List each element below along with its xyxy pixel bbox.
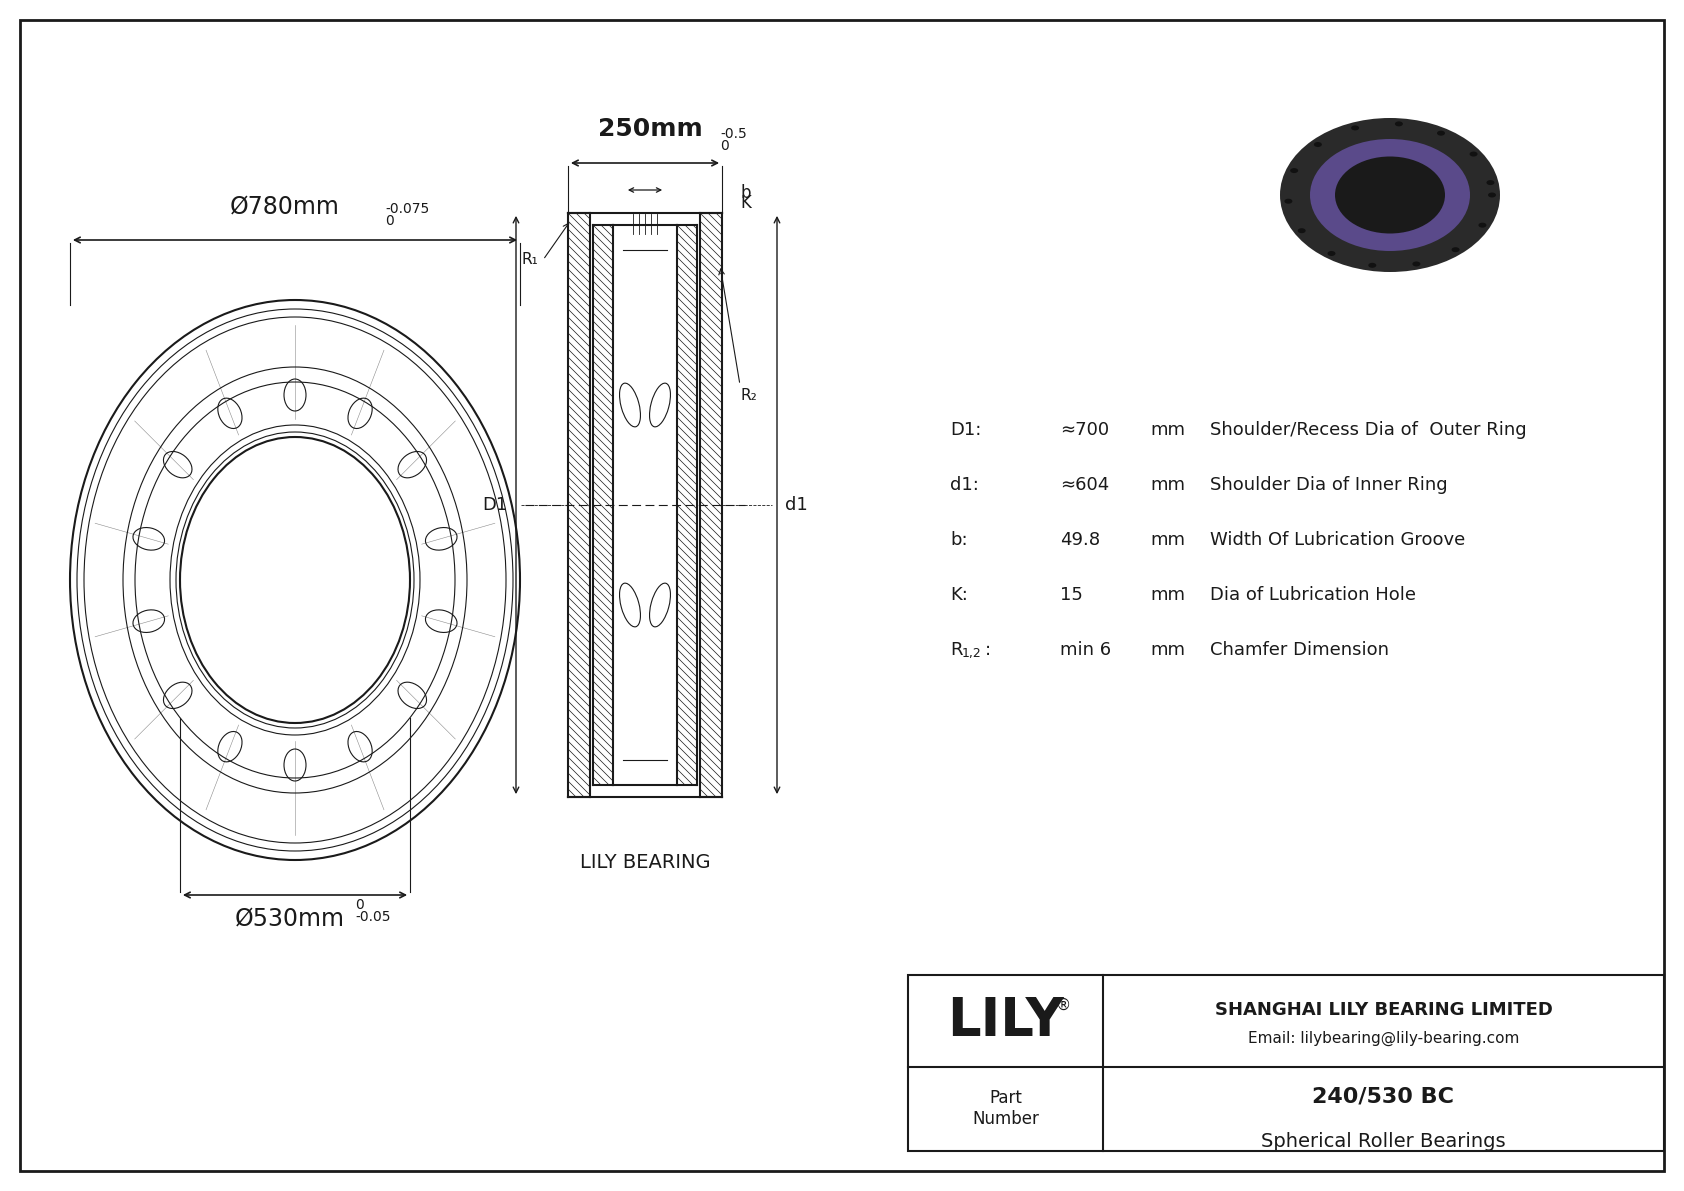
Ellipse shape (1489, 193, 1495, 198)
Ellipse shape (1327, 251, 1335, 256)
Text: K: K (739, 194, 751, 212)
Text: D1: D1 (483, 495, 509, 515)
Ellipse shape (1413, 262, 1420, 267)
Ellipse shape (1452, 248, 1460, 252)
Text: b:: b: (950, 531, 968, 549)
Text: ≈604: ≈604 (1059, 476, 1110, 494)
Text: 240/530 BC: 240/530 BC (1312, 1086, 1455, 1106)
Text: R₁: R₁ (522, 252, 537, 268)
Text: 0: 0 (721, 139, 729, 152)
Text: 0: 0 (355, 898, 364, 912)
Text: Email: lilybearing@lily-bearing.com: Email: lilybearing@lily-bearing.com (1248, 1030, 1519, 1046)
Ellipse shape (1470, 151, 1477, 156)
Text: mm: mm (1150, 641, 1186, 659)
Text: R: R (950, 641, 963, 659)
Text: Chamfer Dimension: Chamfer Dimension (1211, 641, 1389, 659)
Text: SHANGHAI LILY BEARING LIMITED: SHANGHAI LILY BEARING LIMITED (1214, 1002, 1553, 1019)
Text: 15: 15 (1059, 586, 1083, 604)
Text: Dia of Lubrication Hole: Dia of Lubrication Hole (1211, 586, 1416, 604)
Ellipse shape (1487, 180, 1494, 185)
Text: mm: mm (1150, 531, 1186, 549)
Text: -0.05: -0.05 (355, 910, 391, 924)
Text: Ø530mm: Ø530mm (236, 908, 345, 931)
Ellipse shape (1351, 125, 1359, 130)
Text: Width Of Lubrication Groove: Width Of Lubrication Groove (1211, 531, 1465, 549)
Text: K:: K: (950, 586, 968, 604)
Text: -0.5: -0.5 (721, 127, 746, 141)
Text: mm: mm (1150, 586, 1186, 604)
Ellipse shape (1310, 139, 1470, 251)
Text: 1,2: 1,2 (962, 648, 982, 661)
Text: d1: d1 (785, 495, 808, 515)
Text: D1:: D1: (950, 420, 982, 439)
Text: ≈700: ≈700 (1059, 420, 1110, 439)
Text: d1:: d1: (950, 476, 978, 494)
Ellipse shape (1394, 121, 1403, 126)
Text: LILY BEARING: LILY BEARING (579, 853, 711, 872)
Ellipse shape (1280, 118, 1500, 272)
Text: b: b (739, 183, 751, 202)
Text: Ø780mm: Ø780mm (231, 194, 340, 218)
Text: -0.075: -0.075 (386, 202, 429, 216)
Ellipse shape (1290, 168, 1298, 173)
Text: mm: mm (1150, 420, 1186, 439)
Text: Spherical Roller Bearings: Spherical Roller Bearings (1261, 1131, 1505, 1151)
Text: mm: mm (1150, 476, 1186, 494)
Text: R₂: R₂ (739, 387, 756, 403)
Text: Shoulder Dia of Inner Ring: Shoulder Dia of Inner Ring (1211, 476, 1448, 494)
Ellipse shape (1344, 162, 1436, 227)
Text: LILY: LILY (946, 994, 1064, 1047)
Ellipse shape (1298, 229, 1305, 233)
Text: 49.8: 49.8 (1059, 531, 1100, 549)
Text: min 6: min 6 (1059, 641, 1111, 659)
Ellipse shape (1369, 263, 1376, 268)
Bar (908, 975, 1664, 1151)
Text: 250mm: 250mm (598, 117, 702, 141)
Ellipse shape (1314, 142, 1322, 146)
Text: :: : (985, 641, 992, 659)
Text: ®: ® (1056, 997, 1071, 1012)
Text: 0: 0 (386, 214, 394, 227)
Ellipse shape (1335, 156, 1445, 233)
Ellipse shape (1285, 199, 1292, 204)
Text: Shoulder/Recess Dia of  Outer Ring: Shoulder/Recess Dia of Outer Ring (1211, 420, 1527, 439)
Ellipse shape (1436, 131, 1445, 136)
Ellipse shape (1479, 223, 1487, 227)
Text: Part
Number: Part Number (972, 1090, 1039, 1128)
